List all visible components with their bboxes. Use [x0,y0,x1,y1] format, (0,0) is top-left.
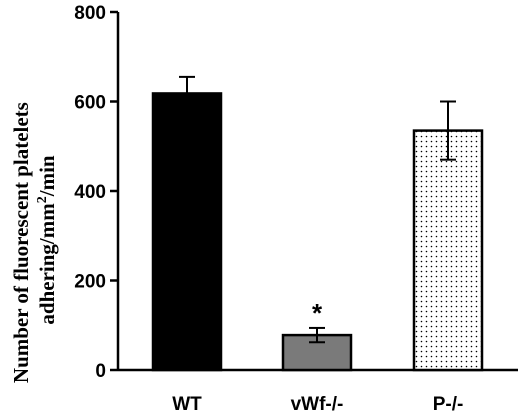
y-tick-label: 0 [95,361,106,382]
y-axis-ticks: 0 200 400 600 800 [74,3,118,382]
y-axis-title-line-2-pre: adhering/mm [35,203,59,325]
y-tick-label: 600 [74,93,106,114]
bar-P-/- [412,129,484,372]
bar-WT [151,92,223,372]
annotations: * [312,298,323,328]
y-axis-title: Number of fluorescent platelets adhering… [9,97,59,383]
y-tick-label: 200 [74,272,106,293]
y-axis-title-superscript: 2 [35,196,50,203]
x-axis-labels: WT vWf-/- P-/- [172,394,463,415]
x-category-label: WT [172,394,202,415]
x-category-label: vWf-/- [291,394,344,415]
significance-asterisk: * [312,298,323,328]
y-axis-title-line-2-post: /min [35,155,59,197]
y-tick-label: 400 [74,182,106,203]
y-tick-label: 800 [74,3,106,24]
y-axis-title-line-2: adhering/mm2/min [35,155,59,325]
y-axis-title-line-1: Number of fluorescent platelets [9,102,33,383]
error-bars [179,75,456,344]
x-category-label: P-/- [433,394,464,415]
